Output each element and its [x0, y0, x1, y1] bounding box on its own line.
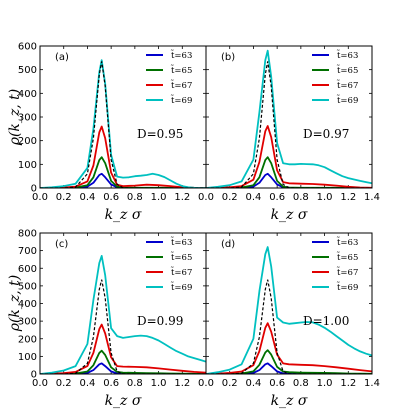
- x-tick-label: 0.0: [32, 192, 48, 203]
- plot-area: [40, 59, 206, 188]
- x-tick-label: 0.6: [103, 378, 119, 389]
- panel-label: (a): [55, 52, 69, 63]
- x-tick-label: 0.2: [222, 192, 238, 203]
- legend-label: t̃=65: [336, 63, 358, 76]
- x-tick-label: 0.0: [198, 378, 214, 389]
- y-axis-title: ρ(k_z, t): [7, 275, 23, 333]
- y-tick-label: 400: [18, 299, 37, 310]
- reference-dashed-line: [206, 61, 372, 188]
- series-line-4: [206, 49, 372, 188]
- y-tick-label: 600: [18, 42, 37, 53]
- panel-c: 0 100 200 300 400 500 600 700 800 0.0 0.2 0.4 0.6 0.8…: [18, 229, 207, 389]
- x-tick-label: 1.2: [340, 378, 356, 389]
- y-tick-label: 200: [18, 334, 37, 345]
- x-tick-label: 0.6: [269, 378, 285, 389]
- x-tick-label: 1.2: [174, 192, 190, 203]
- y-tick-label: 0: [31, 184, 37, 195]
- x-tick-label: 0.4: [79, 378, 95, 389]
- y-tick-label: 100: [18, 160, 37, 171]
- y-tick-label: 600: [18, 264, 37, 275]
- panel-d: 0.0 0.2 0.4 0.6 0.8 1.0 1.2 1.4 (d) t̃=63 t̃=65 t̃=…: [198, 232, 380, 389]
- series-line-4: [40, 59, 206, 188]
- x-tick-label: 1.2: [340, 192, 356, 203]
- series-line-4: [206, 246, 372, 374]
- d-annotation: D=0.99: [137, 314, 183, 328]
- y-tick-label: 500: [18, 65, 37, 76]
- legend-label: t̃=67: [336, 265, 358, 278]
- reference-dashed-line: [206, 279, 372, 374]
- x-tick-label: 0.8: [127, 378, 143, 389]
- legend-label: t̃=69: [170, 280, 192, 293]
- series-line-2: [206, 349, 372, 374]
- x-tick-label: 1.4: [364, 192, 380, 203]
- x-tick-label: 1.0: [151, 192, 167, 203]
- x-tick-label: 1.0: [317, 378, 333, 389]
- x-tick-label: 0.0: [198, 192, 214, 203]
- x-tick-label: 0.0: [32, 378, 48, 389]
- x-tick-label: 1.0: [151, 378, 167, 389]
- y-tick-label: 800: [18, 229, 37, 240]
- legend-label: t̃=67: [336, 78, 358, 91]
- x-tick-label: 1.0: [317, 192, 333, 203]
- legend-label: t̃=65: [170, 63, 192, 76]
- panel-label: (c): [55, 239, 68, 250]
- x-axis-title: k_z σ: [105, 393, 142, 409]
- axes-frame: [205, 45, 373, 189]
- x-tick-label: 0.4: [79, 192, 95, 203]
- y-axis-title: ρ(k_z, t): [7, 89, 23, 147]
- d-annotation: D=0.97: [303, 127, 349, 141]
- x-tick-label: 1.2: [174, 378, 190, 389]
- series-line-3: [40, 323, 206, 374]
- plot-area: [206, 246, 372, 374]
- y-tick-label: 300: [18, 113, 37, 124]
- d-annotation: D=1.00: [303, 314, 349, 328]
- legend-label: t̃=63: [170, 48, 192, 61]
- y-tick-label: 700: [18, 246, 37, 257]
- legend-label: t̃=69: [336, 280, 358, 293]
- legend-label: t̃=63: [336, 235, 358, 248]
- x-tick-label: 0.8: [127, 192, 143, 203]
- legend-label: t̃=63: [336, 48, 358, 61]
- x-tick-label: 0.8: [293, 378, 309, 389]
- y-tick-label: 100: [18, 352, 37, 363]
- x-tick-label: 0.4: [245, 192, 261, 203]
- series-line-2: [40, 156, 206, 188]
- series-line-3: [206, 322, 372, 374]
- legend-label: t̃=63: [170, 235, 192, 248]
- legend-label: t̃=69: [336, 93, 358, 106]
- x-tick-label: 0.2: [56, 192, 72, 203]
- legend-label: t̃=65: [336, 250, 358, 263]
- x-tick-label: 0.6: [269, 192, 285, 203]
- x-axis-title: k_z σ: [271, 207, 308, 223]
- panel-label: (b): [221, 52, 235, 63]
- x-tick-label: 0.2: [222, 378, 238, 389]
- reference-dashed-line: [40, 61, 206, 188]
- panel-a: 0 100 200 300 400 500 600 0.0 0.2 0.4 0.6 0.8 1.0 1.2…: [18, 42, 207, 203]
- legend-label: t̃=67: [170, 78, 192, 91]
- series-line-3: [206, 125, 372, 188]
- x-tick-label: 0.8: [293, 192, 309, 203]
- x-tick-label: 0.6: [103, 192, 119, 203]
- panel-b: 0.0 0.2 0.4 0.6 0.8 1.0 1.2 1.4 (b) t̃=63 t̃=65 t̃=…: [198, 45, 380, 203]
- x-axis-title: k_z σ: [271, 393, 308, 409]
- y-tick-label: 500: [18, 281, 37, 292]
- d-annotation: D=0.95: [137, 127, 183, 141]
- y-tick-label: 300: [18, 317, 37, 328]
- axes-frame: [205, 232, 373, 375]
- x-tick-label: 1.4: [364, 378, 380, 389]
- panel-label: (d): [221, 239, 235, 250]
- series-line-4: [40, 254, 206, 374]
- y-tick-label: 200: [18, 136, 37, 147]
- x-tick-label: 0.4: [245, 378, 261, 389]
- x-tick-label: 0.2: [56, 378, 72, 389]
- legend-label: t̃=65: [170, 250, 192, 263]
- legend-label: t̃=67: [170, 265, 192, 278]
- reference-dashed-line: [40, 279, 206, 374]
- y-tick-label: 400: [18, 89, 37, 100]
- y-tick-label: 0: [31, 370, 37, 381]
- x-axis-title: k_z σ: [105, 207, 142, 223]
- legend-label: t̃=69: [170, 93, 192, 106]
